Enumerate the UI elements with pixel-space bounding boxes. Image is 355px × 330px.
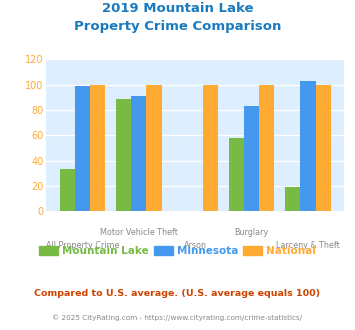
Bar xyxy=(259,85,274,211)
Bar xyxy=(203,85,218,211)
Bar xyxy=(300,81,316,211)
Bar xyxy=(75,86,90,211)
Bar xyxy=(147,85,162,211)
Text: Property Crime Comparison: Property Crime Comparison xyxy=(74,20,281,33)
Bar xyxy=(90,85,105,211)
Bar xyxy=(60,170,75,211)
Text: Burglary: Burglary xyxy=(235,228,269,237)
Text: 2019 Mountain Lake: 2019 Mountain Lake xyxy=(102,2,253,15)
Bar xyxy=(316,85,331,211)
Bar xyxy=(131,96,147,211)
Text: Motor Vehicle Theft: Motor Vehicle Theft xyxy=(100,228,178,237)
Text: Arson: Arson xyxy=(184,241,207,250)
Bar xyxy=(244,106,259,211)
Text: Compared to U.S. average. (U.S. average equals 100): Compared to U.S. average. (U.S. average … xyxy=(34,289,321,298)
Text: © 2025 CityRating.com - https://www.cityrating.com/crime-statistics/: © 2025 CityRating.com - https://www.city… xyxy=(53,314,302,321)
Bar xyxy=(229,138,244,211)
Legend: Mountain Lake, Minnesota, National: Mountain Lake, Minnesota, National xyxy=(35,242,320,260)
Text: All Property Crime: All Property Crime xyxy=(46,241,119,250)
Bar xyxy=(116,99,131,211)
Text: Larceny & Theft: Larceny & Theft xyxy=(276,241,340,250)
Bar xyxy=(285,187,300,211)
